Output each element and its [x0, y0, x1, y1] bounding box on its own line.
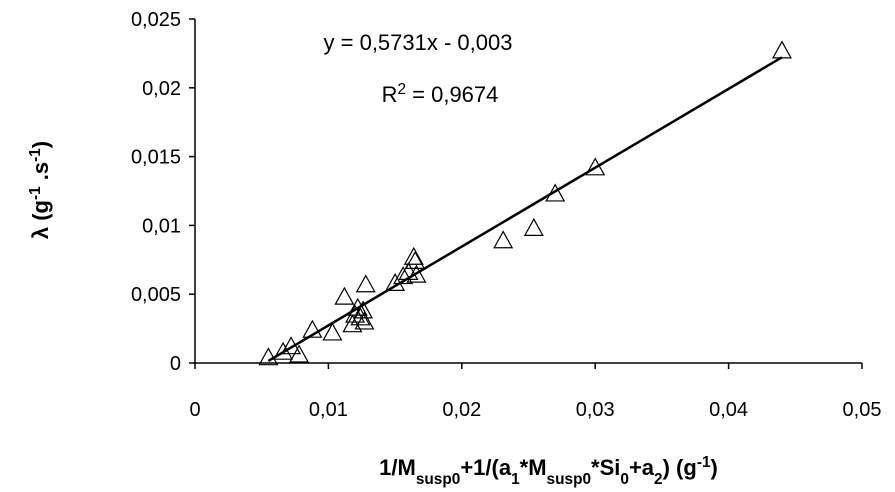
equation-part: y = 0,5731x - 0,003 [324, 30, 513, 55]
x-axis-title-part: 0 [620, 471, 629, 488]
x-axis-title-part: *M [520, 455, 547, 480]
x-tick-label: 0,03 [576, 399, 615, 421]
data-point [355, 274, 376, 293]
data-point [406, 264, 427, 283]
x-axis-title-part: 1/M [379, 455, 416, 480]
x-axis-title-part: ) [711, 455, 718, 480]
x-axis-title-part: susp0 [547, 471, 591, 488]
y-tick-label: 0,02 [142, 78, 181, 100]
data-point [403, 246, 424, 265]
data-point [322, 322, 343, 341]
y-axis-title-part: λ (g [28, 200, 53, 239]
data-point [523, 217, 544, 236]
equation: y = 0,5731x - 0,003 [324, 30, 513, 55]
y-axis-title: λ (g-1 .s-1) [27, 141, 54, 239]
data-point [353, 300, 374, 319]
y-tick-label: 0,025 [131, 9, 181, 31]
data-point [302, 319, 323, 338]
y-tick-label: 0,005 [131, 284, 181, 306]
data-point [350, 307, 371, 326]
x-tick-label: 0,01 [309, 399, 348, 421]
data-point [345, 304, 366, 323]
x-axis-title-part: +1/(a [460, 455, 512, 480]
r-squared: R2 = 0,9674 [382, 81, 499, 108]
x-axis-title-part: 1 [511, 471, 520, 488]
data-point [545, 183, 566, 202]
data-point [289, 344, 310, 363]
data-point [493, 230, 514, 249]
x-tick-label: 0 [189, 399, 200, 421]
x-axis-title-part: ) (g [663, 455, 697, 480]
r-squared-part: R [382, 82, 398, 107]
x-tick-label: 0,04 [709, 399, 748, 421]
r-squared-part: = 0,9674 [406, 82, 498, 107]
data-point [354, 311, 375, 330]
y-axis-title-part: ) [28, 141, 53, 148]
data-point [585, 157, 606, 176]
x-tick-label: 0,02 [442, 399, 481, 421]
data-point [771, 40, 792, 59]
x-axis-title-part: susp0 [416, 471, 460, 488]
data-point [258, 347, 279, 366]
trendline [267, 56, 783, 362]
data-point [385, 272, 406, 291]
r-squared-part: 2 [397, 81, 406, 98]
x-axis-title-part: 2 [654, 471, 663, 488]
y-axis-title-part: .s [28, 162, 53, 186]
data-point [273, 341, 294, 360]
y-axis-title-part: -1 [27, 148, 44, 162]
y-axis-title-part: -1 [27, 186, 44, 200]
x-axis-title-part: *Si [591, 455, 620, 480]
data-point [347, 297, 368, 316]
data-point [342, 314, 363, 333]
x-tick-label: 0,05 [843, 399, 882, 421]
y-tick-label: 0,01 [142, 215, 181, 237]
data-point [334, 286, 355, 305]
data-point [281, 336, 302, 355]
y-tick-label: 0 [170, 353, 181, 375]
x-axis-title: 1/Msusp0+1/(a1*Msusp0*Si0+a2) (g-1) [379, 454, 718, 488]
data-point [393, 266, 414, 285]
x-axis-title-part: +a [629, 455, 655, 480]
x-axis-title-part: -1 [697, 454, 711, 471]
y-tick-label: 0,015 [131, 147, 181, 169]
